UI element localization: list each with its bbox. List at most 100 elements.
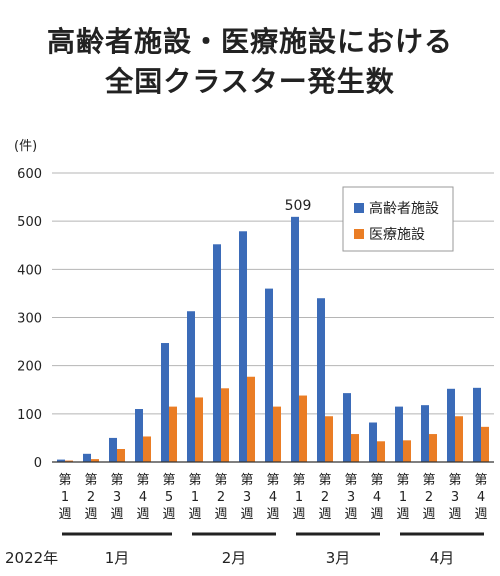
- x-tick-char: 第: [448, 473, 461, 488]
- y-tick-label: 0: [34, 456, 42, 471]
- x-tick-char: 3: [347, 490, 355, 505]
- x-tick-label: 第 2 週: [84, 473, 97, 522]
- bar-medical: [169, 406, 177, 462]
- bar-medical: [481, 426, 489, 462]
- bar-medical: [195, 397, 203, 462]
- legend-swatch-medical: [354, 229, 364, 239]
- x-tick-char: 週: [214, 507, 227, 522]
- bar-elderly: [265, 288, 273, 462]
- y-tick-label: 300: [17, 312, 42, 327]
- bar-elderly: [135, 409, 143, 462]
- x-tick-char: 4: [373, 490, 381, 505]
- x-tick-label: 第 3 週: [240, 473, 253, 522]
- x-tick-char: 第: [396, 473, 409, 488]
- y-tick-label: 600: [17, 167, 42, 182]
- bar-elderly: [109, 437, 117, 462]
- x-tick-char: 週: [396, 507, 409, 522]
- chart-title-line1: 高齢者施設・医療施設における: [46, 25, 453, 58]
- bar-medical: [403, 440, 411, 462]
- x-tick-char: 週: [422, 507, 435, 522]
- y-tick-label: 100: [17, 408, 42, 423]
- x-tick-label: 第 1 週: [292, 473, 305, 522]
- x-tick-char: 第: [266, 473, 279, 488]
- bar-medical: [429, 434, 437, 462]
- x-tick-label: 第 1 週: [58, 473, 71, 522]
- chart-title-line2: 全国クラスター発生数: [105, 65, 395, 98]
- bar-elderly: [291, 216, 299, 462]
- bar-medical: [65, 460, 73, 462]
- peak-annotation: 509: [285, 198, 312, 214]
- bar-elderly: [161, 343, 169, 462]
- legend-swatch-elderly: [354, 203, 364, 213]
- y-tick-label: 400: [17, 263, 42, 278]
- axes: 0 100 200 300 400 500 600: [17, 167, 494, 471]
- bar-medical: [91, 459, 99, 462]
- x-tick-char: 第: [214, 473, 227, 488]
- x-tick-char: 3: [451, 490, 459, 505]
- bar-medical: [299, 395, 307, 462]
- x-tick-label: 第 2 週: [422, 473, 435, 522]
- x-tick-char: 4: [477, 490, 485, 505]
- x-tick-char: 週: [318, 507, 331, 522]
- bar-elderly: [317, 298, 325, 462]
- x-tick-char: 週: [58, 507, 71, 522]
- x-tick-char: 第: [162, 473, 175, 488]
- legend-box: [342, 186, 454, 252]
- x-tick-char: 第: [344, 473, 357, 488]
- y-axis-unit: (件): [14, 139, 37, 154]
- x-tick-char: 第: [58, 473, 71, 488]
- x-tick-char: 4: [139, 490, 147, 505]
- legend: 高齢者施設 医療施設: [342, 186, 454, 252]
- bar-elderly: [239, 231, 247, 462]
- x-tick-char: 週: [266, 507, 279, 522]
- x-tick-char: 週: [188, 507, 201, 522]
- y-tick-label: 500: [17, 215, 42, 230]
- bar-medical: [351, 434, 359, 462]
- bar-elderly: [369, 422, 377, 462]
- x-tick-char: 第: [240, 473, 253, 488]
- x-tick-char: 週: [136, 507, 149, 522]
- x-tick-label: 第 5 週: [162, 473, 175, 522]
- x-tick-label: 第 1 週: [188, 473, 201, 522]
- bar-medical: [325, 416, 333, 462]
- x-tick-char: 3: [243, 490, 251, 505]
- bar-medical: [117, 448, 125, 462]
- bar-medical: [143, 436, 151, 462]
- x-tick-label: 第 2 週: [318, 473, 331, 522]
- bar-elderly: [447, 388, 455, 462]
- x-axis-labels: 第1週第2週第3週第4週第5週第1週第2週第3週第4週第1週第2週第3週第4週第…: [58, 473, 487, 522]
- x-tick-char: 1: [295, 490, 303, 505]
- x-tick-label: 第 4 週: [266, 473, 279, 522]
- x-tick-label: 第 4 週: [136, 473, 149, 522]
- bars: [57, 216, 489, 462]
- legend-label-medical: 医療施設: [369, 226, 425, 243]
- bar-medical: [377, 441, 385, 462]
- x-tick-char: 2: [425, 490, 433, 505]
- x-tick-char: 週: [448, 507, 461, 522]
- x-tick-char: 2: [217, 490, 225, 505]
- x-tick-char: 週: [344, 507, 357, 522]
- bar-elderly: [187, 311, 195, 462]
- month-label: 3月: [326, 549, 351, 567]
- x-tick-label: 第 4 週: [370, 473, 383, 522]
- month-label: 4月: [430, 549, 455, 567]
- x-tick-char: 1: [61, 490, 69, 505]
- x-tick-label: 第 3 週: [344, 473, 357, 522]
- month-groups: 1月 2月 3月 4月: [62, 532, 484, 567]
- x-tick-label: 第 3 週: [448, 473, 461, 522]
- x-tick-char: 5: [165, 490, 173, 505]
- x-tick-char: 第: [136, 473, 149, 488]
- month-label: 2月: [222, 549, 247, 567]
- year-label: 2022年: [5, 549, 58, 567]
- x-tick-char: 第: [292, 473, 305, 488]
- x-tick-char: 第: [370, 473, 383, 488]
- x-tick-char: 第: [110, 473, 123, 488]
- bar-medical: [221, 388, 229, 462]
- bar-elderly: [57, 459, 65, 462]
- x-tick-char: 週: [84, 507, 97, 522]
- x-tick-char: 2: [321, 490, 329, 505]
- x-tick-char: 1: [399, 490, 407, 505]
- y-tick-label: 200: [17, 360, 42, 375]
